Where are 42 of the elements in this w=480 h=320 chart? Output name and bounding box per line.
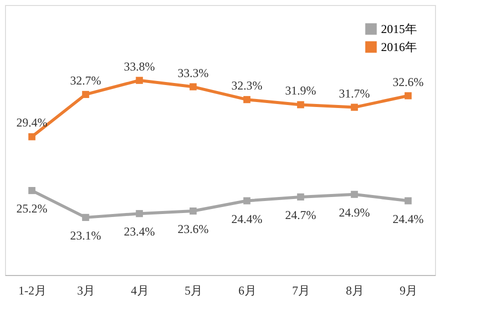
point (28, 187, 36, 194)
x-tick-label: 8月 (346, 284, 364, 298)
data-label: 23.1% (70, 228, 102, 242)
x-tick-label: 3月 (77, 284, 96, 298)
data-label: 24.4% (231, 212, 262, 226)
data-label: 33.3% (178, 66, 209, 80)
point (28, 133, 36, 140)
point (404, 197, 412, 204)
data-label: 24.4% (392, 212, 424, 226)
point (297, 193, 304, 200)
point (243, 96, 250, 104)
point (82, 90, 90, 98)
x-tick-label: 5月 (184, 284, 203, 298)
point (190, 83, 197, 90)
data-label: 23.4% (124, 224, 155, 239)
data-label: 24.7% (285, 208, 316, 222)
point (404, 92, 412, 100)
point (136, 210, 143, 218)
point (190, 207, 197, 215)
data-label: 33.8% (124, 59, 155, 74)
point (243, 197, 250, 204)
data-label: 24.9% (338, 205, 370, 220)
x-tick-label: 4月 (130, 284, 149, 298)
legend-label: 2015年 (381, 22, 417, 36)
x-tick-label: 6月 (238, 284, 256, 298)
data-label: 29.4% (16, 116, 48, 130)
point (136, 76, 143, 84)
x-tick-label: 9月 (400, 284, 418, 298)
data-label: 31.7% (338, 86, 370, 100)
x-tick-label: 7月 (292, 284, 310, 298)
data-label: 23.6% (178, 222, 209, 236)
point (350, 190, 358, 198)
data-label: 32.3% (231, 78, 262, 93)
data-label: 25.2% (16, 202, 48, 216)
point (82, 214, 90, 221)
legend-label: 2016年 (381, 40, 417, 54)
data-label: 31.9% (285, 84, 316, 98)
x-tick-label: 1-2月 (18, 284, 46, 298)
data-label: 32.7% (70, 73, 102, 88)
data-label: 32.6% (392, 74, 424, 89)
point (350, 104, 358, 111)
point (297, 101, 304, 108)
